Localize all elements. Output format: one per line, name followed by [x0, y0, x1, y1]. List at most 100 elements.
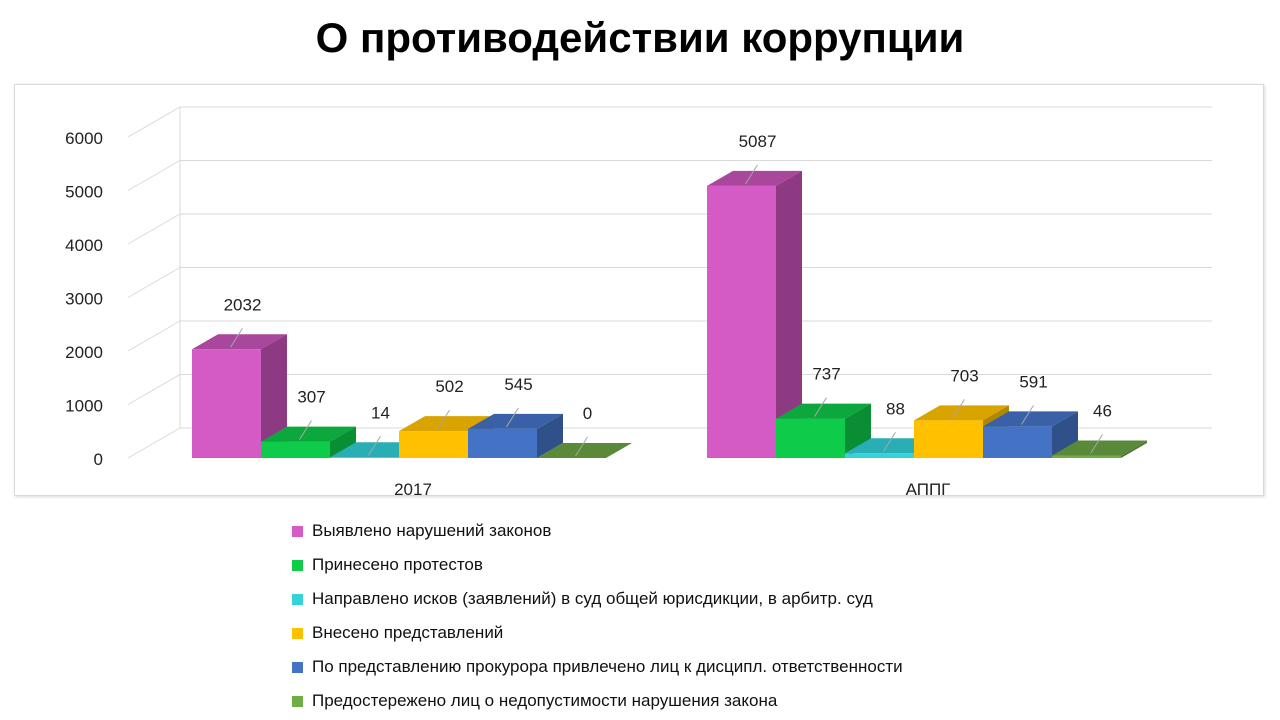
- bar-front: [776, 418, 845, 458]
- bar-front: [261, 441, 330, 458]
- data-label: 46: [1093, 402, 1112, 421]
- data-label: 2032: [224, 295, 262, 314]
- gridline-wall: [127, 267, 181, 298]
- legend: Выявлено нарушений законов Принесено прот…: [292, 514, 1192, 718]
- legend-swatch: [292, 661, 303, 673]
- leader-line: [1021, 405, 1034, 425]
- y-tick-label: 2000: [65, 343, 103, 362]
- leader-line: [883, 432, 896, 452]
- y-tick-label: 5000: [65, 183, 103, 202]
- bar-front: [330, 457, 399, 458]
- bar-side: [330, 426, 356, 458]
- legend-label: Предостережено лиц о недопустимости нару…: [312, 691, 778, 710]
- bar-side: [776, 170, 802, 458]
- y-tick-label: 0: [94, 450, 103, 469]
- bar: [983, 411, 1078, 458]
- bar-top: [1052, 440, 1147, 456]
- bar-front: [845, 453, 914, 458]
- data-label: 307: [297, 388, 325, 407]
- legend-swatch: [292, 525, 303, 537]
- leader-line: [575, 436, 588, 457]
- bar-top: [914, 405, 1009, 421]
- x-tick-label: 2017: [394, 480, 432, 499]
- data-label: 737: [812, 365, 840, 384]
- data-labels: 2032 307 14 502 545 0 5087 737 88 703 591 46: [224, 132, 1112, 457]
- chart-area: [14, 84, 1264, 496]
- legend-label: По представлению прокурора привлечено ли…: [312, 657, 903, 676]
- leader-line: [1090, 434, 1103, 454]
- legend-swatch: [292, 559, 303, 571]
- gridlines: [127, 106, 1212, 459]
- gridline-wall: [127, 160, 181, 191]
- legend-item: Направлено исков (заявлений) в суд общей…: [292, 582, 1192, 616]
- y-axis: 0 1000 2000 3000 4000 5000 6000: [65, 129, 103, 469]
- legend-item: Предостережено лиц о недопустимости нару…: [292, 684, 1192, 718]
- bars: [192, 170, 1147, 458]
- data-label: 502: [435, 377, 463, 396]
- gridline-wall: [127, 427, 181, 459]
- bar: [261, 426, 356, 458]
- leader-line: [299, 420, 312, 440]
- data-label: 545: [504, 375, 532, 394]
- data-label: 591: [1019, 372, 1047, 391]
- data-label: 88: [886, 399, 905, 418]
- bar-side: [261, 334, 287, 458]
- legend-item: По представлению прокурора привлечено ли…: [292, 650, 1192, 684]
- legend-label: Выявлено нарушений законов: [312, 521, 552, 540]
- bar-front: [707, 185, 776, 458]
- legend-label: Принесено протестов: [312, 555, 483, 574]
- y-tick-label: 1000: [65, 397, 103, 416]
- data-label: 0: [583, 404, 592, 423]
- bar: [192, 334, 287, 458]
- leader-line: [368, 435, 381, 456]
- bar-side: [1121, 440, 1147, 458]
- bar-top: [192, 334, 287, 350]
- y-tick-label: 4000: [65, 236, 103, 255]
- bar-top: [983, 411, 1078, 427]
- legend-swatch: [292, 695, 303, 707]
- legend-item: Выявлено нарушений законов: [292, 514, 1192, 548]
- bar-side: [537, 413, 563, 458]
- bar-front: [192, 349, 261, 458]
- gridline-wall: [127, 106, 181, 138]
- legend-label: Направлено исков (заявлений) в суд общей…: [312, 589, 873, 608]
- bar-front: [1052, 455, 1121, 458]
- legend-swatch: [292, 593, 303, 605]
- leader-line: [230, 328, 243, 348]
- y-tick-label: 6000: [65, 129, 103, 148]
- y-tick-label: 3000: [65, 290, 103, 309]
- gridline-wall: [127, 320, 181, 352]
- x-axis: 2017 АППГ: [394, 480, 950, 499]
- legend-swatch: [292, 627, 303, 639]
- bar: [1052, 440, 1147, 458]
- bar: [707, 170, 802, 458]
- leader-line: [814, 397, 827, 417]
- bar-top: [776, 403, 871, 419]
- legend-item: Принесено протестов: [292, 548, 1192, 582]
- leader-line: [952, 399, 965, 419]
- bar: [537, 443, 632, 458]
- gridline-wall: [127, 374, 181, 405]
- bar-front: [399, 431, 468, 458]
- data-label: 14: [371, 403, 390, 422]
- bar-top: [537, 443, 632, 458]
- leader-line: [437, 409, 450, 430]
- gridline-wall: [127, 213, 181, 245]
- data-label: 5087: [739, 132, 777, 151]
- legend-label: Внесено представлений: [312, 623, 504, 642]
- x-tick-label: АППГ: [906, 480, 951, 499]
- leader-line: [506, 407, 519, 428]
- bar-front: [983, 426, 1052, 458]
- bar-front: [914, 420, 983, 458]
- data-label: 703: [950, 366, 978, 385]
- bar-top: [399, 416, 494, 432]
- legend-item: Внесено представлений: [292, 616, 1192, 650]
- bar-top: [707, 170, 802, 186]
- bar-front: [468, 428, 537, 458]
- leader-line: [745, 164, 758, 185]
- chart-title: О противодействии коррупции: [315, 14, 965, 61]
- bar-top: [261, 426, 356, 442]
- bar-top: [468, 413, 563, 429]
- bar: [468, 413, 563, 458]
